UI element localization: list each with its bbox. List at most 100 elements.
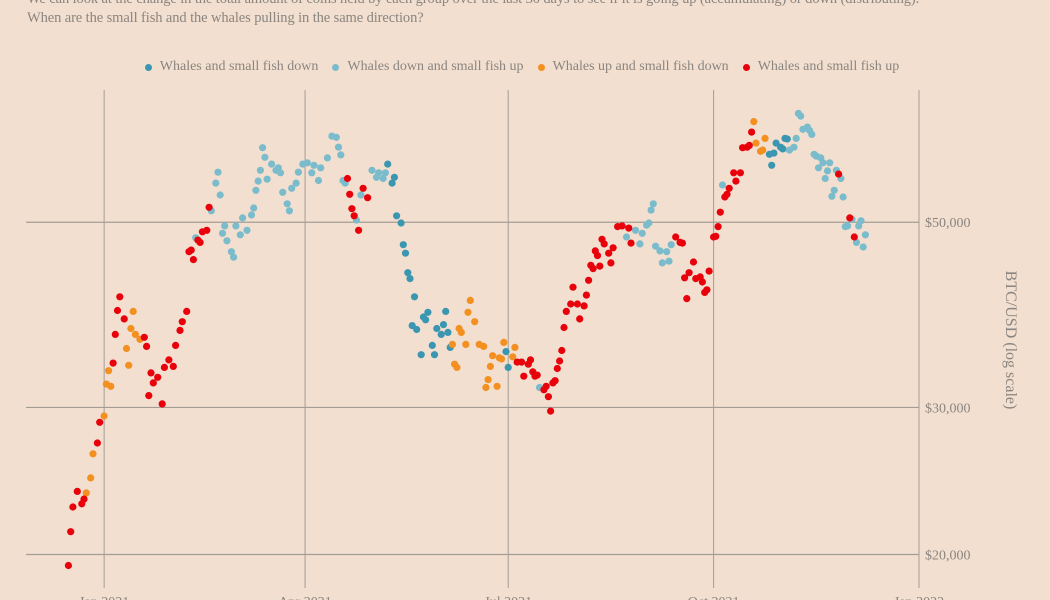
data-point — [437, 330, 445, 338]
data-point — [486, 362, 494, 370]
data-point — [852, 238, 861, 246]
data-point — [808, 130, 816, 138]
data-point — [814, 164, 823, 172]
data-point — [622, 233, 631, 241]
data-point — [252, 186, 260, 194]
data-point — [636, 240, 644, 248]
data-point — [404, 269, 412, 277]
data-point — [424, 308, 432, 316]
data-point — [343, 174, 352, 183]
data-point — [502, 348, 510, 356]
data-point — [846, 214, 854, 222]
data-point — [254, 177, 262, 185]
data-point — [567, 300, 575, 308]
data-point — [698, 278, 707, 286]
data-point — [317, 164, 325, 172]
data-point — [87, 474, 95, 482]
legend-item-whales-up-fish-down[interactable]: Whales up and small fish down — [537, 59, 729, 75]
data-point — [169, 362, 177, 370]
data-point — [718, 181, 727, 189]
data-point — [285, 207, 293, 215]
data-point — [556, 357, 564, 365]
data-point — [268, 160, 276, 168]
data-point — [547, 407, 555, 415]
data-point — [384, 160, 392, 168]
data-point — [397, 219, 405, 227]
data-point — [518, 358, 526, 366]
data-point — [417, 351, 425, 359]
data-point — [826, 159, 834, 167]
data-point — [652, 242, 660, 250]
data-point — [553, 364, 561, 373]
data-point — [359, 184, 367, 192]
data-point — [145, 392, 153, 400]
data-point — [585, 276, 593, 284]
data-point — [466, 296, 474, 304]
data-point — [703, 286, 711, 294]
data-point — [178, 318, 186, 326]
data-point — [730, 169, 738, 177]
data-point — [857, 217, 865, 225]
data-point — [205, 203, 213, 211]
data-point — [576, 315, 584, 323]
data-point — [792, 134, 800, 142]
x-tick-label: Apr 2021 — [278, 595, 331, 600]
legend-label: Whales up and small fish down — [552, 59, 729, 74]
data-point — [457, 328, 465, 336]
data-point — [504, 363, 512, 371]
data-point — [448, 340, 456, 348]
data-point — [346, 190, 354, 198]
legend-item-both-down[interactable]: Whales and small fish down — [144, 59, 319, 75]
legend-label: Whales and small fish up — [757, 59, 900, 74]
data-point — [511, 343, 519, 351]
data-point — [471, 318, 479, 326]
data-point — [105, 367, 113, 375]
data-point — [663, 248, 671, 256]
data-point — [243, 226, 251, 234]
legend-label: Whales and small fish down — [159, 59, 319, 74]
series-1 — [192, 109, 870, 392]
data-point — [107, 382, 115, 390]
data-point — [100, 412, 108, 420]
data-point — [189, 256, 197, 264]
y-tick-label: $50,000 — [925, 216, 971, 231]
data-point — [308, 169, 316, 177]
data-point — [645, 219, 653, 227]
data-point — [859, 243, 867, 251]
data-point — [256, 166, 264, 174]
legend-item-whales-down-fish-up[interactable]: Whales down and small fish up — [332, 59, 524, 75]
data-point — [489, 352, 497, 360]
data-point — [607, 259, 615, 267]
data-point — [310, 161, 318, 169]
data-point — [73, 487, 81, 495]
data-point — [93, 439, 101, 447]
data-points — [64, 109, 870, 570]
data-point — [203, 226, 211, 234]
data-point — [683, 295, 691, 303]
data-point — [844, 222, 852, 230]
data-point — [442, 307, 450, 315]
data-point — [716, 208, 724, 216]
data-point — [558, 346, 566, 355]
data-point — [292, 179, 300, 187]
data-point — [638, 229, 646, 237]
data-point — [839, 193, 847, 201]
data-point — [279, 188, 287, 196]
data-point — [294, 168, 302, 176]
data-point — [589, 265, 597, 273]
data-point — [453, 363, 461, 371]
data-point — [596, 262, 604, 270]
data-point — [89, 450, 97, 458]
data-point — [120, 315, 128, 323]
data-point — [357, 191, 365, 199]
data-point — [129, 307, 137, 315]
data-point — [355, 226, 363, 234]
data-point — [627, 239, 635, 247]
data-point — [422, 316, 430, 324]
data-point — [183, 307, 191, 315]
data-point — [678, 239, 687, 247]
data-point — [227, 248, 235, 256]
data-point — [64, 561, 72, 570]
data-point — [497, 355, 506, 363]
legend-item-both-up[interactable]: Whales and small fish up — [742, 59, 900, 75]
